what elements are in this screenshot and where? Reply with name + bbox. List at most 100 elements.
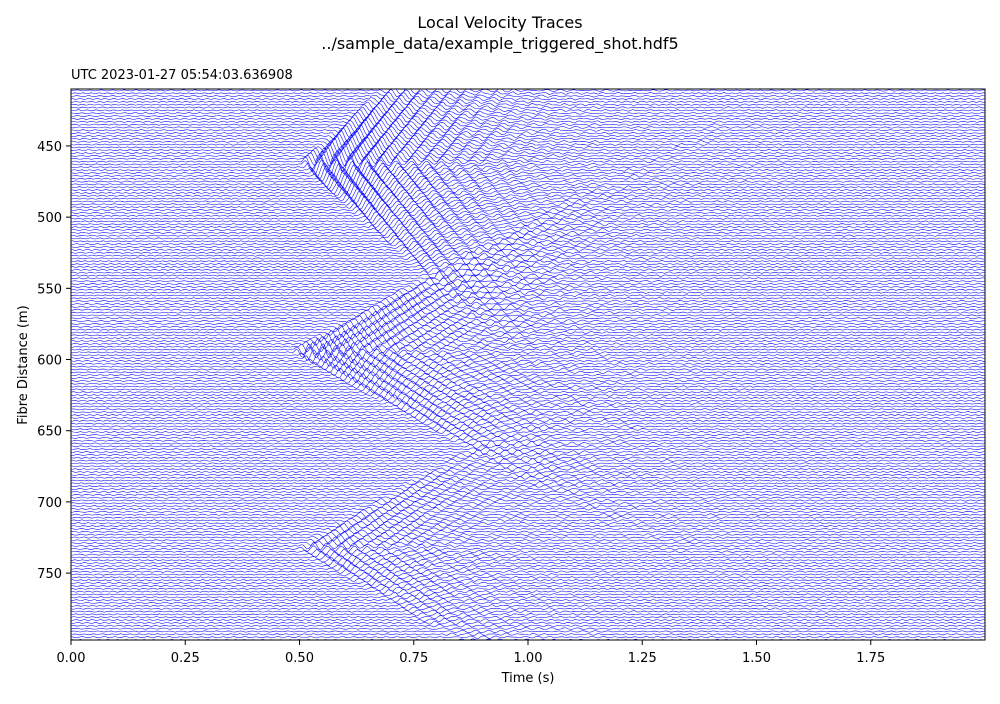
trace-line (71, 243, 985, 251)
trace-line (71, 533, 985, 541)
trace-line (71, 358, 985, 369)
trace-line (71, 635, 985, 639)
trace-line (71, 322, 985, 331)
trace-line (71, 376, 985, 386)
y-tick-label: 500 (37, 211, 62, 226)
trace-line (71, 362, 985, 372)
trace-line (71, 609, 985, 614)
trace-line (71, 177, 985, 192)
trace-line (71, 520, 985, 526)
trace-line (71, 225, 985, 234)
trace-line (71, 127, 985, 139)
trace-line (71, 159, 985, 176)
trace-line (71, 289, 985, 297)
trace-line (71, 620, 985, 625)
trace-line (71, 314, 985, 323)
trace-line (71, 333, 985, 344)
trace-line (71, 531, 985, 539)
trace-line (71, 603, 985, 608)
trace-line (71, 478, 985, 483)
trace-line (71, 541, 985, 550)
y-axis-ticks: 450 500 550 600 650 700 750 (37, 140, 71, 582)
trace-line (71, 103, 985, 113)
trace-line (71, 110, 985, 122)
trace-line (71, 615, 985, 620)
trace-line (71, 629, 985, 634)
trace-line (71, 397, 985, 405)
y-tick-label: 650 (37, 425, 62, 440)
x-tick-label: 1.75 (856, 651, 885, 666)
trace-line (71, 623, 985, 628)
trace-line (71, 447, 985, 452)
trace-line (71, 266, 985, 273)
trace-group (71, 89, 985, 640)
trace-line (71, 220, 985, 229)
trace-line (71, 268, 985, 277)
trace-line (71, 251, 985, 259)
trace-line (71, 271, 985, 280)
trace-line (71, 121, 985, 134)
trace-line (71, 466, 985, 472)
trace-line (71, 130, 985, 142)
trace-line (71, 565, 985, 572)
trace-line (71, 286, 985, 294)
trace-line (71, 511, 985, 518)
trace-line (71, 338, 985, 350)
trace-line (71, 406, 985, 413)
trace-line (71, 292, 985, 299)
trace-line (71, 97, 985, 106)
trace-line (71, 156, 985, 173)
trace-line (71, 216, 985, 226)
trace-line (71, 364, 985, 374)
trace-line (71, 223, 985, 232)
trace-line (71, 414, 985, 421)
trace-line (71, 574, 985, 581)
trace-line (71, 588, 985, 595)
trace-line (71, 234, 985, 243)
trace-line (71, 311, 985, 320)
trace-line (71, 545, 985, 553)
trace-line (71, 586, 985, 592)
trace-line (71, 394, 985, 402)
y-tick-label: 450 (37, 140, 62, 155)
trace-line (71, 380, 985, 388)
trace-line (71, 367, 985, 377)
trace-line (71, 91, 985, 101)
trace-line (71, 319, 985, 329)
trace-line (71, 352, 985, 364)
trace-line (71, 484, 985, 489)
trace-line (71, 113, 985, 124)
trace-line (71, 317, 985, 325)
trace-line (71, 440, 985, 447)
x-axis-label: Time (s) (501, 671, 555, 686)
trace-line (71, 591, 985, 597)
trace-line (71, 297, 985, 305)
trace-line (71, 489, 985, 495)
trace-line (71, 142, 985, 158)
x-tick-label: 0.50 (285, 651, 314, 666)
trace-line (71, 429, 985, 435)
trace-line (71, 580, 985, 586)
x-tick-label: 1.25 (628, 651, 657, 666)
trace-line (71, 89, 985, 95)
trace-line (71, 571, 985, 578)
trace-line (71, 464, 985, 469)
trace-line (71, 509, 985, 515)
trace-line (71, 349, 985, 362)
trace-line (71, 249, 985, 257)
trace-line (71, 257, 985, 266)
trace-line (71, 186, 985, 199)
trace-line (71, 147, 985, 165)
trace-line (71, 204, 985, 216)
trace-line (71, 172, 985, 186)
trace-line (71, 165, 985, 181)
trace-line (71, 382, 985, 391)
trace-line (71, 370, 985, 380)
trace-line (71, 153, 985, 171)
trace-line (71, 89, 985, 97)
trace-line (71, 553, 985, 562)
trace-line (71, 183, 985, 197)
trace-line (71, 355, 985, 367)
trace-line (71, 174, 985, 189)
